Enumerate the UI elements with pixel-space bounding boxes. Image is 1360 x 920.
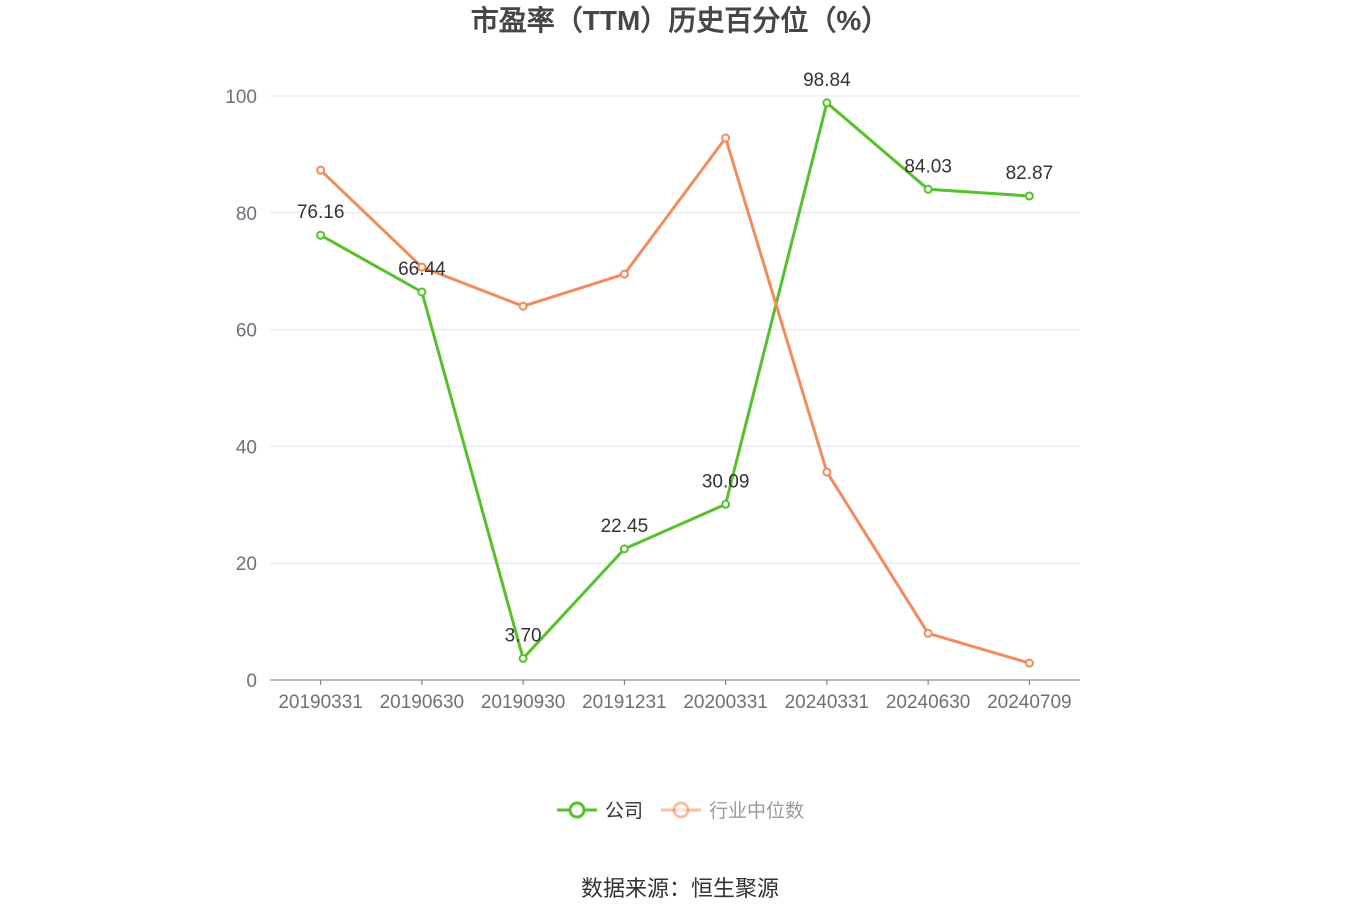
y-tick-label: 40 <box>236 437 257 458</box>
data-label: 22.45 <box>601 516 649 537</box>
data-label: 66.44 <box>398 259 446 280</box>
data-label: 84.03 <box>904 156 952 177</box>
y-tick-label: 60 <box>236 321 257 342</box>
data-label: 3.70 <box>505 625 542 646</box>
data-point[interactable] <box>1024 658 1034 668</box>
legend-label-industry-median: 行业中位数 <box>709 800 804 822</box>
data-point[interactable] <box>923 184 933 194</box>
series-0 <box>316 98 1034 663</box>
series-line <box>319 101 1030 660</box>
y-tick-label: 0 <box>246 671 257 692</box>
chart-title: 市盈率（TTM）历史百分位（%） <box>471 4 889 36</box>
legend-circle-icon <box>672 801 690 819</box>
data-point[interactable] <box>518 301 528 311</box>
data-label: 76.16 <box>297 202 345 223</box>
y-tick-label: 20 <box>236 554 257 575</box>
series-1 <box>316 133 1034 668</box>
x-tick-label: 20191231 <box>582 692 667 713</box>
data-point[interactable] <box>316 230 326 240</box>
x-tick-label: 20240331 <box>785 692 870 713</box>
x-tick-label: 20200331 <box>683 692 768 713</box>
data-point[interactable] <box>316 165 326 175</box>
data-point[interactable] <box>619 269 629 279</box>
data-point[interactable] <box>822 98 832 108</box>
legend-circle-icon <box>568 801 586 819</box>
data-point[interactable] <box>518 653 528 663</box>
x-tick-label: 20190930 <box>481 692 566 713</box>
legend-item-industry-median[interactable]: 行业中位数 <box>661 800 804 822</box>
grid-lines <box>270 95 1080 564</box>
data-point[interactable] <box>923 628 933 638</box>
data-point[interactable] <box>822 467 832 477</box>
data-point[interactable] <box>721 133 731 143</box>
legend-item-company[interactable]: 公司 <box>557 801 643 822</box>
y-axis: 0 20 40 60 80 100 <box>225 87 257 692</box>
y-tick-label: 100 <box>225 87 257 108</box>
data-label: 30.09 <box>702 471 750 492</box>
data-labels: 76.16 66.44 3.70 22.45 30.09 98.84 84.03 82.87 <box>297 70 1053 647</box>
y-tick-label: 80 <box>236 204 257 225</box>
x-tick-label: 20240709 <box>987 692 1072 713</box>
x-tick-label: 20190630 <box>380 692 465 713</box>
data-label: 82.87 <box>1006 163 1054 184</box>
data-point[interactable] <box>721 499 731 509</box>
x-tick-label: 20190331 <box>278 692 363 713</box>
data-label: 98.84 <box>803 70 851 91</box>
data-point[interactable] <box>417 287 427 297</box>
legend: 公司 行业中位数 <box>557 800 804 822</box>
data-point[interactable] <box>619 544 629 554</box>
x-axis: 20190331 20190630 20190930 20191231 20200331… <box>270 679 1080 713</box>
data-point[interactable] <box>1024 191 1034 201</box>
data-source-note: 数据来源：恒生聚源 <box>581 876 779 901</box>
x-tick-label: 20240630 <box>886 692 971 713</box>
series-layer <box>316 98 1034 668</box>
data-point[interactable] <box>417 262 427 272</box>
legend-label-company: 公司 <box>605 801 643 822</box>
series-line <box>319 136 1030 665</box>
